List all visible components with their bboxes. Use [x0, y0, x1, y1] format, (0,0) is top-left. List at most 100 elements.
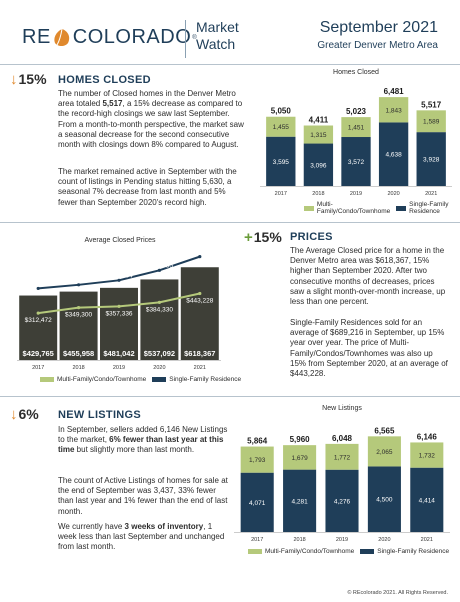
bar-multi-family: [240, 446, 274, 473]
x-tick-label: 2019: [113, 365, 125, 371]
new-listings-paragraph-2: The count of Active Listings of homes fo…: [58, 476, 228, 516]
bar-average-price: [180, 267, 219, 360]
legend-label-single: Single-Family Residence: [377, 548, 450, 555]
homes-closed-chart-title: Homes Closed: [333, 69, 379, 76]
homes-closed-legend: Multi-Family/Condo/Townhome Single-Famil…: [304, 201, 460, 215]
point-single-family: [117, 278, 121, 282]
down-arrow-icon: ↓: [10, 71, 18, 88]
bar-multi-family: [416, 110, 446, 133]
bar-label-multi-family: 1,679: [291, 455, 308, 462]
bar-average-price: [140, 279, 179, 360]
logo-colorado-text: COLORADO: [72, 26, 192, 48]
section-rule-1: [0, 222, 460, 223]
report-area: Greater Denver Metro Area: [317, 40, 438, 51]
point-multi-family: [117, 304, 121, 308]
x-tick-label: 2017: [32, 365, 44, 371]
bar-total-label: 6,048: [332, 434, 353, 443]
logo-registered-mark: ®: [192, 34, 197, 41]
bar-value-label: $481,042: [103, 349, 134, 358]
market-label: Market: [196, 19, 239, 35]
homes-closed-paragraph-1: The number of Closed homes in the Denver…: [58, 89, 244, 150]
x-tick-label: 2017: [251, 537, 263, 543]
bar-value-label: $537,092: [144, 349, 175, 358]
point-label-single-family: $501,259: [65, 277, 92, 284]
point-single-family: [157, 268, 161, 272]
bar-multi-family: [266, 116, 296, 137]
bar-label-multi-family: 1,793: [249, 457, 266, 464]
x-tick-label: 2021: [425, 191, 437, 197]
bar-label-single-family: 3,096: [310, 162, 327, 169]
x-tick-label: 2021: [421, 537, 433, 543]
bar-multi-family: [283, 445, 317, 470]
bar-label-multi-family: 1,772: [334, 454, 351, 461]
bar-single-family: [240, 472, 274, 532]
homes-closed-paragraph-2: The market remained active in September …: [58, 167, 237, 207]
bar-label-single-family: 3,928: [423, 157, 440, 164]
market-watch-label: Market Watch: [196, 19, 239, 53]
point-single-family: [77, 283, 81, 287]
bar-single-family: [266, 136, 296, 186]
bar-multi-family: [341, 117, 371, 138]
bar-multi-family: [378, 97, 409, 123]
header-divider: [185, 20, 186, 58]
bar-label-multi-family: 1,843: [385, 107, 402, 114]
bar-label-single-family: 4,414: [419, 497, 436, 504]
bar-total-label: 5,864: [247, 437, 268, 446]
legend-label-multi: Multi-Family/Condo/Townhome: [57, 376, 147, 383]
bar-total-label: 5,050: [271, 107, 292, 116]
bar-multi-family: [325, 443, 359, 470]
point-label-multi-family: $357,336: [105, 310, 132, 317]
prices-legend: Multi-Family/Condo/Townhome Single-Famil…: [40, 376, 241, 383]
bar-label-single-family: 4,276: [334, 498, 351, 505]
x-tick-label: 2020: [378, 537, 390, 543]
new-listings-legend: Multi-Family/Condo/Townhome Single-Famil…: [248, 548, 449, 555]
down-arrow-icon: ↓: [10, 406, 18, 423]
point-multi-family: [198, 291, 202, 296]
bar-total-label: 5,517: [421, 100, 442, 109]
prices-paragraph-2: Single-Family Residences sold for an ave…: [290, 318, 448, 379]
legend-swatch-multi: [304, 205, 314, 211]
bar-single-family: [410, 467, 444, 532]
point-multi-family: [36, 311, 40, 315]
bar-label-single-family: 4,281: [291, 498, 308, 505]
bar-total-label: 6,146: [417, 432, 438, 441]
bar-label-single-family: 4,638: [385, 152, 402, 159]
recolorado-logo[interactable]: RE COLORADO ®: [22, 26, 197, 49]
point-label-multi-family: $443,228: [186, 298, 213, 305]
bar-average-price: [100, 287, 138, 360]
x-tick-label: 2021: [194, 365, 206, 371]
legend-swatch-single: [360, 549, 375, 554]
legend-swatch-single: [396, 205, 407, 211]
bar-average-price: [59, 291, 98, 360]
point-label-multi-family: $384,330: [146, 306, 173, 313]
bar-label-multi-family: 1,455: [273, 124, 290, 131]
bar-multi-family: [367, 436, 401, 467]
bar-multi-family: [410, 442, 444, 468]
copyright-footer: © REcolorado 2021. All Rights Reserved.: [347, 590, 448, 596]
bar-value-label: $429,765: [23, 349, 54, 358]
bar-label-single-family: 3,595: [273, 159, 290, 166]
logo-re-text: RE: [22, 26, 51, 48]
watch-label: Watch: [196, 36, 236, 52]
bar-label-single-family: 4,500: [376, 497, 393, 504]
bar-single-family: [341, 137, 371, 186]
point-label-single-family: $531,284: [105, 272, 132, 279]
legend-label-multi: Multi-Family/Condo/Townhome: [316, 201, 391, 215]
x-tick-label: 2019: [350, 191, 362, 197]
section-rule-2: [0, 396, 460, 397]
homes-closed-title: HOMES CLOSED: [58, 74, 151, 86]
page-header: RE COLORADO ® Market Watch September 202…: [0, 0, 460, 64]
legend-swatch-single: [152, 377, 167, 382]
legend-swatch-multi: [40, 377, 54, 382]
bar-label-multi-family: 1,732: [419, 453, 436, 460]
x-tick-label: 2020: [153, 365, 165, 371]
point-multi-family: [157, 300, 161, 304]
bar-total-label: 5,023: [346, 107, 367, 116]
bar-label-multi-family: 1,589: [423, 119, 440, 126]
legend-swatch-multi: [248, 549, 262, 554]
new-listings-title: NEW LISTINGS: [58, 409, 142, 421]
bar-total-label: 6,565: [374, 426, 395, 435]
point-label-multi-family: $349,300: [65, 312, 92, 319]
new-listings-chart-title: New Listings: [322, 405, 362, 412]
report-month: September 2021: [319, 19, 438, 36]
